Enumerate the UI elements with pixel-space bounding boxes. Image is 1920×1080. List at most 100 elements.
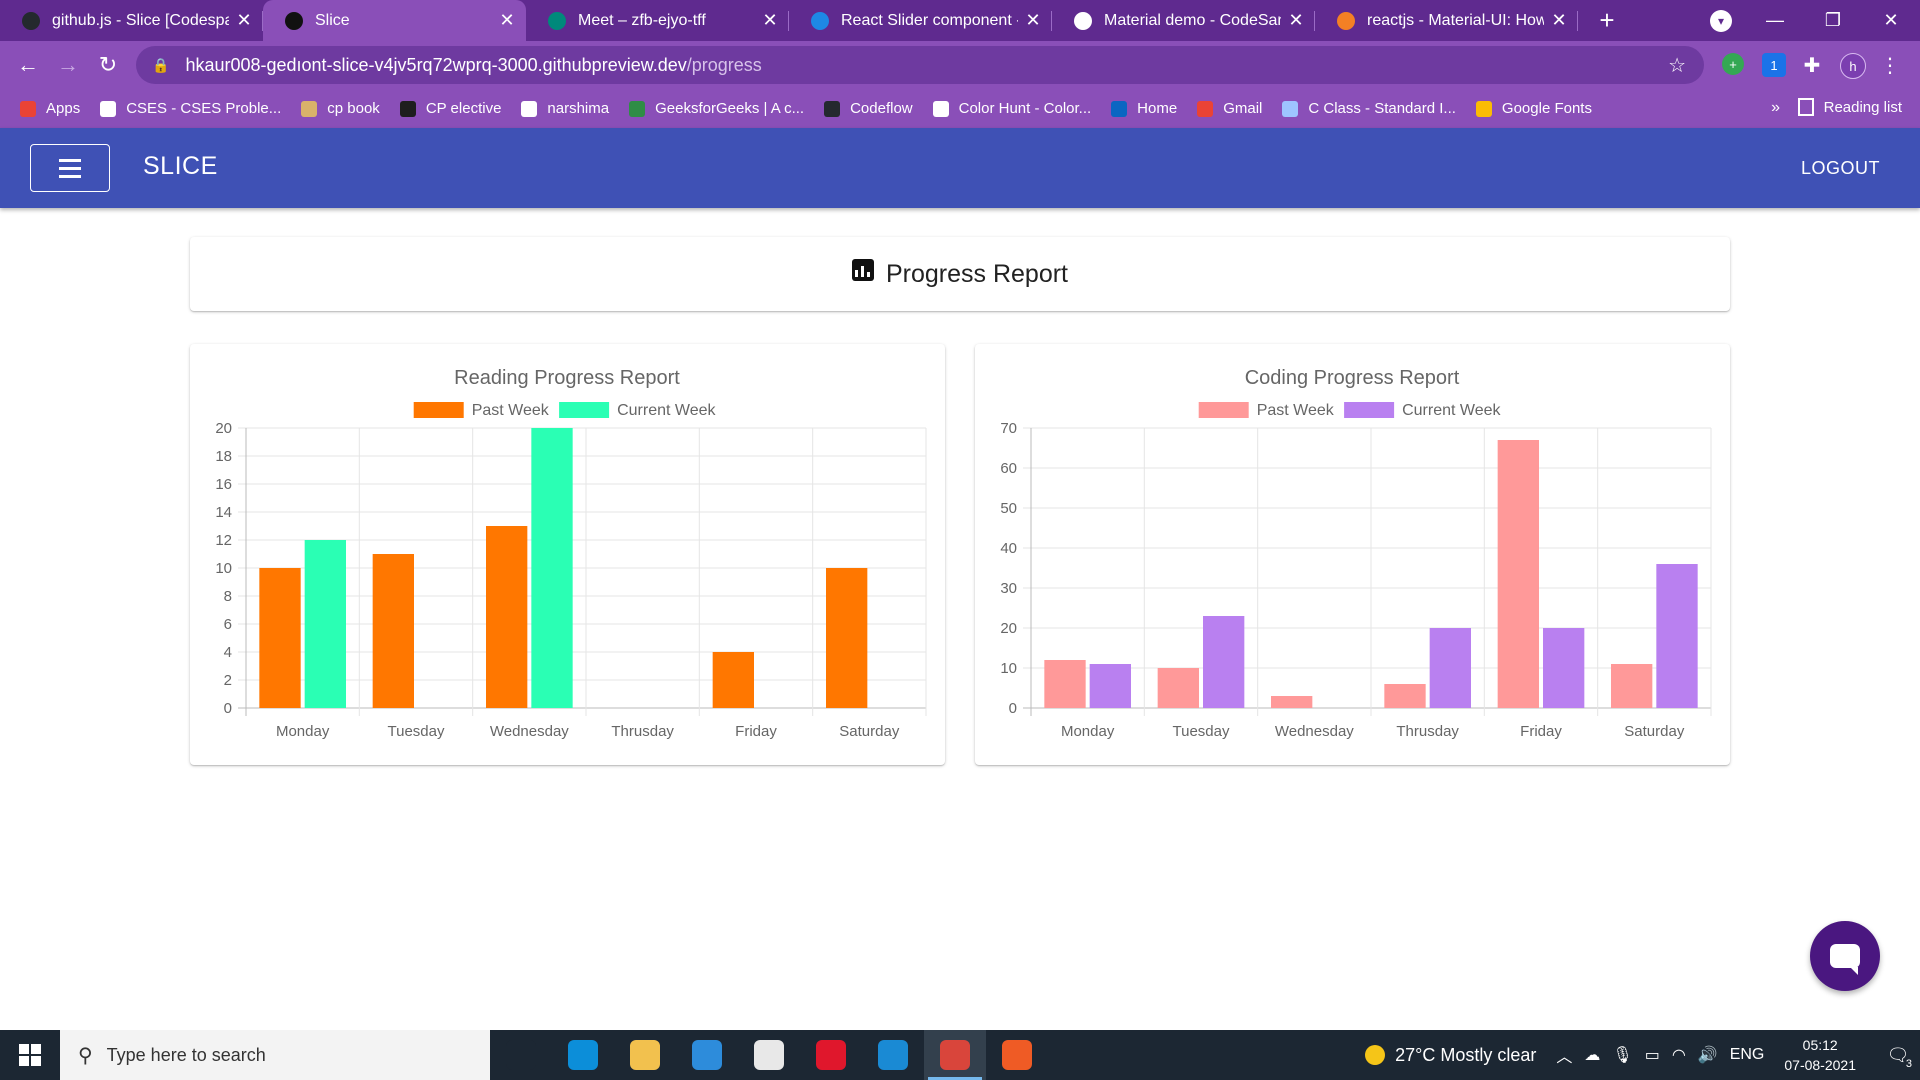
linkedin-icon (1111, 100, 1128, 117)
battery-icon[interactable]: ▭ (1644, 1047, 1660, 1064)
bar (486, 526, 528, 708)
reload-icon[interactable]: ↻ (98, 52, 118, 77)
legend-swatch (1344, 402, 1395, 418)
bar (372, 554, 414, 708)
browser-menu-icon[interactable]: ⋮ (1880, 54, 1900, 77)
x-tick-label: Thrusday (1396, 723, 1459, 740)
browser-tab[interactable]: github.js - Slice [Codespaces] ✕ (0, 0, 263, 41)
lock-icon[interactable]: 🔒 (152, 56, 170, 73)
forward-icon[interactable]: → (57, 52, 79, 77)
bookmark-item[interactable]: Home (1111, 100, 1177, 117)
clock[interactable]: 05:12 07-08-2021 (1784, 1035, 1856, 1075)
close-tab-icon[interactable]: ✕ (1025, 10, 1041, 30)
browser-tab[interactable]: Slice ✕ (263, 0, 526, 41)
bookmark-item[interactable]: CSES - CSES Proble... (100, 100, 281, 117)
book-icon (301, 100, 318, 117)
browser-tab[interactable]: Meet – zfb-ejyo-tff ✕ (526, 0, 789, 41)
weather-widget[interactable]: 27°C Mostly clear (1365, 1045, 1536, 1066)
postman-icon (1002, 1040, 1032, 1070)
start-button[interactable] (0, 1030, 60, 1080)
profile-avatar[interactable]: h (1840, 53, 1866, 79)
wifi-icon[interactable]: ◠ (1671, 1047, 1686, 1064)
y-tick-label: 8 (224, 588, 232, 605)
extension-plus-icon[interactable]: + (1722, 53, 1744, 75)
microphone-icon[interactable]: 🎙 (1612, 1047, 1633, 1064)
cloud-icon[interactable]: ☁ (1584, 1047, 1601, 1064)
close-tab-icon[interactable]: ✕ (1288, 10, 1304, 30)
bookmark-item[interactable]: Gmail (1197, 100, 1262, 117)
taskbar-app[interactable] (614, 1030, 676, 1080)
show-hidden-icons-icon[interactable]: ︿ (1556, 1049, 1573, 1066)
restore-icon[interactable]: ❐ (1824, 10, 1842, 30)
search-icon: ⚲ (78, 1044, 93, 1067)
taskbar-app[interactable] (924, 1030, 986, 1080)
bookmark-item[interactable]: cp book (301, 100, 380, 117)
bookmark-item[interactable]: CP elective (399, 100, 502, 117)
reading-list-button[interactable]: Reading list (1797, 98, 1902, 116)
reading-progress-chart-card: Reading Progress Report Past Week Current … (190, 344, 945, 765)
browser-tab-strip: github.js - Slice [Codespaces]✕Slice✕Mee… (0, 0, 1920, 41)
page-header-card: Progress Report (190, 237, 1730, 311)
legend-swatch (1198, 402, 1249, 418)
url-path: /progress (686, 54, 762, 75)
github-icon (22, 11, 40, 30)
bookmarks-overflow-icon[interactable]: » (1771, 99, 1780, 116)
apps-grid-icon (20, 100, 36, 117)
close-tab-icon[interactable]: ✕ (1551, 10, 1567, 30)
reading-list-icon (1797, 98, 1814, 116)
close-tab-icon[interactable]: ✕ (499, 10, 515, 30)
tab-separator (1577, 11, 1578, 31)
windows-logo-icon (19, 1044, 41, 1066)
taskbar-search-placeholder: Type here to search (106, 1044, 266, 1065)
browser-tab[interactable]: Material demo - CodeSandb ✕ (1052, 0, 1315, 41)
tab-list: github.js - Slice [Codespaces]✕Slice✕Mee… (0, 0, 1578, 41)
browser-tab[interactable]: React Slider component - M ✕ (789, 0, 1052, 41)
taskbar-app[interactable] (676, 1030, 738, 1080)
y-tick-label: 50 (1000, 500, 1017, 517)
bar (1089, 664, 1131, 708)
notification-center-button[interactable]: 🗨 3 (1876, 1030, 1920, 1080)
bookmark-label: CP elective (425, 100, 502, 117)
tab-search-icon[interactable]: ▾ (1710, 10, 1732, 32)
y-tick-label: 0 (1009, 700, 1017, 717)
close-tab-icon[interactable]: ✕ (236, 10, 252, 30)
grid-icon (1282, 100, 1299, 117)
tab-title: Meet – zfb-ejyo-tff (578, 11, 706, 29)
extensions-puzzle-icon[interactable]: ✚ (1803, 54, 1821, 77)
volume-icon[interactable]: 🔊 (1697, 1047, 1718, 1064)
close-tab-icon[interactable]: ✕ (762, 10, 778, 30)
taskbar-app[interactable] (800, 1030, 862, 1080)
url-bar[interactable]: 🔒 hkaur008-gedıont-slice-v4jv5rq72wprq-3… (136, 46, 1704, 84)
gmail-icon (1197, 100, 1214, 117)
bookmark-item[interactable]: Color Hunt - Color... (932, 100, 1091, 117)
language-indicator[interactable]: ENG (1729, 1046, 1765, 1063)
bookmark-item[interactable]: Google Fonts (1475, 100, 1592, 117)
taskbar-search-box[interactable]: ⚲ Type here to search (60, 1030, 490, 1080)
bookmark-item[interactable]: C Class - Standard I... (1282, 100, 1456, 117)
hamburger-menu-button[interactable] (30, 144, 110, 192)
bookmark-item[interactable]: Apps (20, 100, 80, 117)
globe-icon (932, 100, 949, 117)
logout-button[interactable]: LOGOUT (1800, 158, 1880, 178)
bookmark-star-icon[interactable]: ☆ (1668, 54, 1686, 77)
bookmark-item[interactable]: GeeksforGeeks | A c... (629, 100, 804, 117)
browser-tab[interactable]: reactjs - Material-UI: How to ✕ (1315, 0, 1578, 41)
taskbar-app[interactable] (738, 1030, 800, 1080)
minimize-icon[interactable]: — (1766, 10, 1784, 30)
menu-icon-line (59, 158, 81, 162)
bookmark-item[interactable]: narshima (521, 100, 609, 117)
taskbar-app[interactable] (862, 1030, 924, 1080)
store-icon (754, 1040, 784, 1070)
x-tick-label: Saturday (1624, 723, 1685, 740)
tab-title: github.js - Slice [Codespaces] (52, 11, 229, 29)
chat-button[interactable] (1810, 921, 1880, 991)
back-icon[interactable]: ← (17, 52, 39, 77)
app-bar: SLICE LOGOUT (0, 128, 1920, 208)
taskbar-app[interactable] (986, 1030, 1048, 1080)
extension-icon[interactable]: 1 (1762, 53, 1786, 77)
bookmark-item[interactable]: Codeflow (824, 100, 913, 117)
close-window-icon[interactable]: ✕ (1883, 10, 1899, 30)
taskbar-app[interactable] (552, 1030, 614, 1080)
new-tab-button[interactable]: + (1599, 5, 1615, 35)
taskbar-app[interactable] (490, 1030, 552, 1080)
